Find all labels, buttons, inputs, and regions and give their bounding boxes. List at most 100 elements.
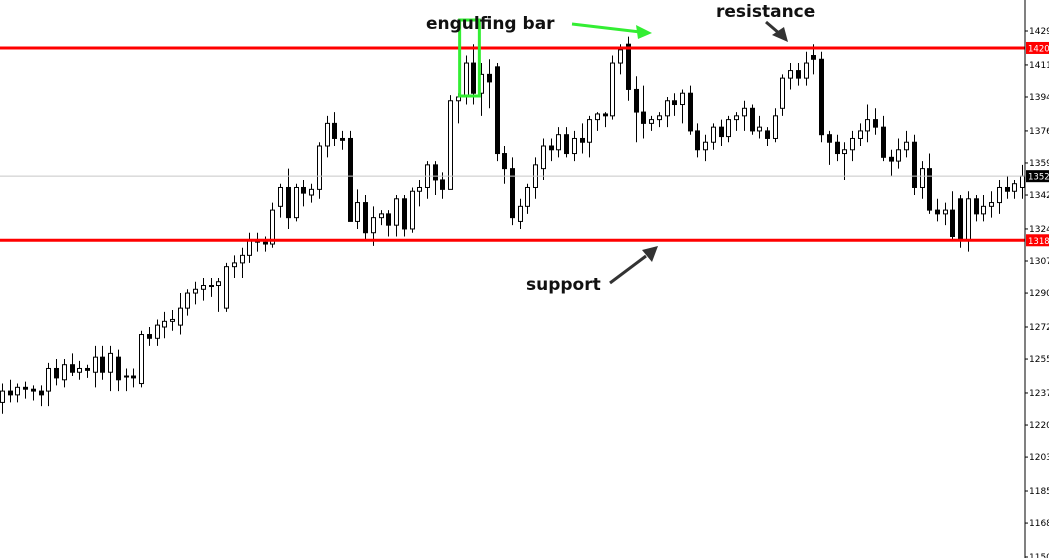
- candle-body-bearish: [688, 92, 693, 132]
- candle-body-bullish: [966, 198, 971, 241]
- candle: [294, 183, 299, 222]
- candle-body-bearish: [433, 164, 438, 181]
- candle-body-bearish: [386, 213, 391, 226]
- candle-body-bullish: [162, 320, 167, 328]
- candle: [340, 130, 345, 150]
- candle-body-bullish: [309, 188, 314, 196]
- candle-body-bullish: [224, 266, 229, 309]
- annotation-resistance: resistance: [716, 2, 815, 22]
- candle: [124, 368, 129, 392]
- candle: [966, 191, 971, 252]
- candle-body-bullish: [1012, 183, 1017, 192]
- candle: [8, 379, 13, 403]
- candle-body-bullish: [0, 390, 5, 403]
- candle: [15, 383, 20, 403]
- candle: [54, 359, 59, 386]
- y-tick-label: 1185: [1029, 487, 1049, 497]
- y-tick-label: 1290: [1029, 289, 1049, 299]
- candle: [108, 345, 113, 392]
- y-tick-label: 1359: [1029, 159, 1049, 169]
- y-tick-label: 1203: [1029, 453, 1049, 463]
- candle: [626, 36, 631, 101]
- candle: [201, 277, 206, 301]
- candle-body-bullish: [703, 141, 708, 151]
- candle-body-bearish: [85, 367, 90, 371]
- candle: [889, 149, 894, 177]
- candle-body-bearish: [502, 153, 507, 170]
- y-tick-label: 1429: [1029, 27, 1049, 37]
- candle: [835, 134, 840, 162]
- candle: [502, 146, 507, 184]
- candle-body-bullish: [734, 115, 739, 121]
- y-tick-label: 1255: [1029, 355, 1049, 365]
- candle-body-bullish: [657, 115, 662, 121]
- candle-body-bullish: [572, 137, 577, 155]
- candle: [209, 277, 214, 297]
- candle: [510, 157, 515, 226]
- candle: [448, 95, 453, 190]
- candle-body-bearish: [881, 126, 886, 158]
- candle: [1012, 179, 1017, 199]
- candle-body-bullish: [556, 134, 561, 151]
- candle: [780, 74, 785, 116]
- candle: [603, 112, 608, 128]
- candle-body-bearish: [950, 209, 955, 237]
- candle-body-bullish: [270, 209, 275, 245]
- candle: [719, 119, 724, 147]
- candle-body-bullish: [62, 364, 67, 381]
- candle: [742, 100, 747, 131]
- candle-body-bearish: [580, 137, 585, 143]
- candle: [641, 85, 646, 139]
- y-tick-label: 1342: [1029, 191, 1049, 201]
- candle-body-bullish: [989, 202, 994, 207]
- candle-body-bullish: [216, 281, 221, 287]
- candle-body-bearish: [750, 107, 755, 132]
- candle-body-bearish: [471, 62, 476, 94]
- candle-body-bullish: [896, 149, 901, 162]
- candle-body-bearish: [672, 100, 677, 106]
- candle-body-bearish: [641, 111, 646, 124]
- candle-body-bullish: [780, 77, 785, 109]
- candle: [93, 345, 98, 388]
- candle: [819, 51, 824, 143]
- candle-body-bullish: [201, 285, 206, 290]
- candle-body-bullish: [456, 96, 461, 102]
- candle-body-bullish: [325, 122, 330, 147]
- y-tick-label: 1376: [1029, 127, 1049, 137]
- candle: [827, 130, 832, 165]
- candle-body-bullish: [355, 202, 360, 222]
- candle-body-bullish: [417, 186, 422, 192]
- candle: [116, 349, 121, 392]
- candle: [456, 93, 461, 124]
- candle-body-bearish: [827, 134, 832, 143]
- support-tag: [1026, 234, 1049, 247]
- candle: [131, 368, 136, 388]
- candle: [162, 311, 167, 339]
- candle: [734, 112, 739, 131]
- candle-body-bullish: [850, 137, 855, 151]
- candle-body-bearish: [811, 55, 816, 60]
- candle-body-bullish: [649, 119, 654, 124]
- candle: [31, 385, 36, 401]
- candle-body-bullish: [943, 209, 948, 215]
- candle: [649, 115, 654, 131]
- candle-body-bullish: [742, 107, 747, 117]
- candle: [325, 115, 330, 158]
- candle: [240, 247, 245, 278]
- candle-body-bullish: [865, 119, 870, 132]
- candle: [842, 142, 847, 180]
- candle-body-bearish: [603, 113, 608, 117]
- candle: [309, 183, 314, 203]
- candle: [703, 134, 708, 162]
- candle-body-bullish: [371, 217, 376, 234]
- candle: [62, 359, 67, 388]
- candle: [556, 127, 561, 158]
- candle: [943, 202, 948, 226]
- candle: [904, 130, 909, 158]
- candle: [711, 123, 716, 150]
- candle: [263, 236, 268, 252]
- candle-body-bullish: [788, 70, 793, 79]
- candle-body-bearish: [23, 386, 28, 390]
- candle: [1020, 164, 1025, 199]
